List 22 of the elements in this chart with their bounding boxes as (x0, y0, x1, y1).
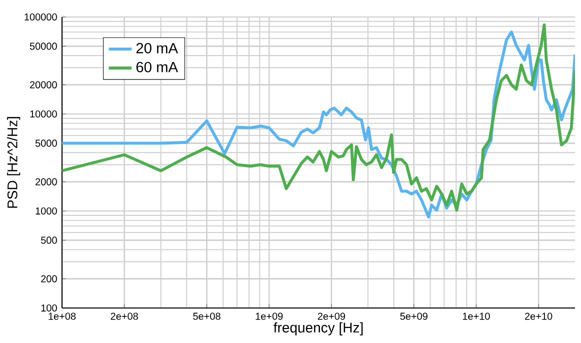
legend-label: 20 mA (136, 42, 178, 54)
x-tick-label: 2e+09 (318, 312, 346, 320)
y-tick-label: 10000 (30, 110, 57, 118)
y-tick-label: 20000 (30, 81, 57, 88)
x-axis-title: frequency [Hz] (274, 322, 363, 336)
y-axis-title: PSD [Hz^2/Hz] (7, 117, 20, 208)
x-tick-label: 1e+10 (462, 312, 490, 320)
y-tick-label: 500 (41, 236, 57, 244)
y-tick-label: 5000 (35, 140, 57, 147)
x-tick-label: 5e+09 (400, 312, 428, 320)
x-tick-label: 1e+08 (48, 312, 76, 320)
x-tick-label: 2e+10 (525, 312, 552, 320)
x-tick-label: 2e+08 (110, 312, 138, 320)
y-tick-label: 50000 (30, 42, 57, 50)
y-tick-label: 100000 (24, 13, 57, 21)
legend-label: 60 mA (136, 62, 178, 72)
x-tick-label: 1e+09 (256, 312, 283, 320)
y-tick-label: 200 (41, 275, 57, 282)
x-tick-label: 5e+08 (193, 312, 220, 320)
y-tick-label: 100 (41, 304, 57, 312)
y-tick-label: 1000 (36, 207, 57, 215)
y-tick-label: 2000 (36, 178, 57, 186)
